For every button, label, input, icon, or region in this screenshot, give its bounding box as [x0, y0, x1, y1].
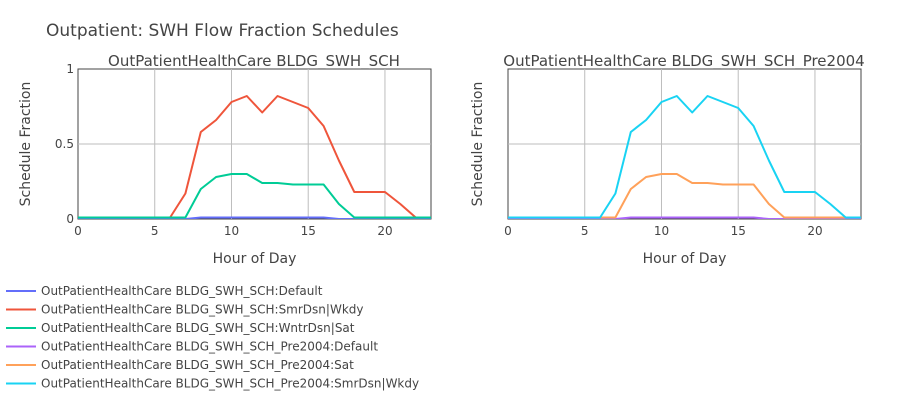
legend-label: OutPatientHealthCare BLDG_SWH_SCH_Pre200… — [41, 358, 354, 372]
series-line — [508, 95, 861, 219]
x-tick-label: 10 — [224, 224, 239, 238]
legend-item[interactable]: OutPatientHealthCare BLDG_SWH_SCH_Pre200… — [6, 377, 419, 391]
y-axis-label: Schedule Fraction — [470, 82, 486, 207]
x-tick-label: 20 — [377, 224, 392, 238]
series-line — [508, 216, 861, 219]
legend-item[interactable]: OutPatientHealthCare BLDG_SWH_SCH_Pre200… — [6, 358, 354, 372]
y-tick-label: 0 — [66, 212, 74, 226]
x-tick-label: 10 — [654, 224, 669, 238]
y-tick-label: 0.5 — [55, 137, 74, 151]
legend-label: OutPatientHealthCare BLDG_SWH_SCH_Pre200… — [41, 340, 378, 354]
legend-item[interactable]: OutPatientHealthCare BLDG_SWH_SCH:WntrDs… — [6, 321, 355, 335]
legend-label: OutPatientHealthCare BLDG_SWH_SCH:Defaul… — [41, 284, 323, 298]
x-axis-label: Hour of Day — [643, 251, 727, 267]
legend-item[interactable]: OutPatientHealthCare BLDG_SWH_SCH:Defaul… — [6, 284, 323, 298]
subplot-title: OutPatientHealthCare BLDG_SWH_SCH — [108, 52, 400, 71]
x-tick-label: 5 — [151, 224, 159, 238]
subplot-title: OutPatientHealthCare BLDG_SWH_SCH_Pre200… — [503, 52, 864, 71]
legend-label: OutPatientHealthCare BLDG_SWH_SCH:SmrDsn… — [41, 303, 363, 317]
x-tick-label: 15 — [731, 224, 746, 238]
subplot-2: OutPatientHealthCare BLDG_SWH_SCH_Pre200… — [470, 52, 865, 267]
legend-label: OutPatientHealthCare BLDG_SWH_SCH:WntrDs… — [41, 321, 355, 335]
legend-item[interactable]: OutPatientHealthCare BLDG_SWH_SCH_Pre200… — [6, 340, 378, 354]
y-tick-label: 1 — [66, 62, 74, 76]
x-axis-label: Hour of Day — [213, 251, 297, 267]
series-line — [78, 173, 431, 219]
figure-title: Outpatient: SWH Flow Fraction Schedules — [46, 21, 399, 41]
legend-label: OutPatientHealthCare BLDG_SWH_SCH_Pre200… — [41, 377, 419, 391]
x-tick-label: 15 — [301, 224, 316, 238]
x-tick-label: 0 — [74, 224, 82, 238]
x-tick-label: 5 — [581, 224, 589, 238]
x-tick-label: 20 — [807, 224, 822, 238]
series-line — [78, 216, 431, 219]
y-axis-label: Schedule Fraction — [18, 82, 34, 207]
x-tick-label: 0 — [504, 224, 512, 238]
legend-item[interactable]: OutPatientHealthCare BLDG_SWH_SCH:SmrDsn… — [6, 303, 363, 317]
